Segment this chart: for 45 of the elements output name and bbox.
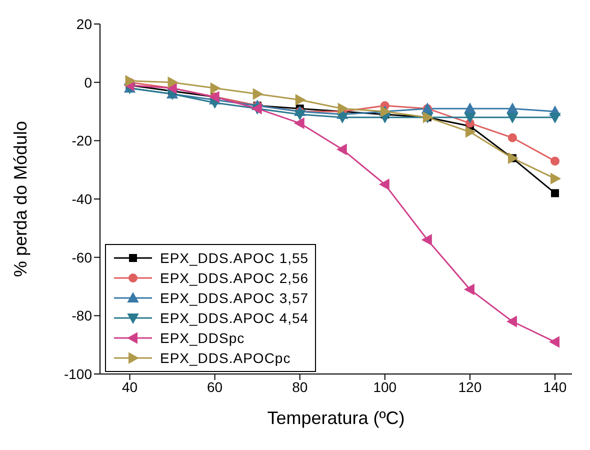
point: [295, 94, 306, 106]
point: [464, 103, 476, 114]
legend-label: EPX_DDS.APOCpc: [160, 350, 291, 366]
point: [422, 234, 432, 246]
x-tick-label: 60: [207, 378, 223, 395]
legend-label: EPX_DDS.APOC 2,56: [160, 270, 309, 286]
legend-label: EPX_DDSpc: [160, 330, 245, 346]
point: [464, 112, 476, 123]
point: [210, 82, 220, 94]
x-tick-label: 120: [458, 378, 482, 395]
point: [550, 189, 559, 198]
point: [506, 103, 518, 114]
y-tick-label: -60: [72, 249, 92, 266]
point: [294, 110, 306, 120]
point: [336, 144, 347, 155]
point: [506, 316, 517, 327]
x-tick-label: 40: [122, 378, 138, 395]
point: [506, 112, 518, 123]
point: [465, 126, 476, 138]
y-tick-label: -40: [72, 190, 92, 207]
point: [464, 284, 474, 295]
x-tick-label: 140: [543, 378, 567, 395]
point: [550, 156, 560, 166]
legend-label: EPX_DDS.APOC 4,54: [160, 310, 309, 326]
legend-label: EPX_DDS.APOC 1,55: [160, 250, 309, 266]
point: [294, 118, 304, 129]
legend-label: EPX_DDS.APOC 3,57: [160, 290, 309, 306]
point: [379, 178, 390, 190]
point: [549, 336, 560, 348]
point: [168, 76, 178, 88]
y-axis-title: % perda do Módulo: [10, 120, 30, 278]
x-axis-title: Temperatura (ºC): [267, 408, 405, 428]
point: [508, 133, 517, 142]
x-tick-label: 100: [373, 378, 397, 395]
x-tick-label: 80: [292, 378, 308, 395]
y-tick-label: 20: [76, 16, 92, 32]
point: [550, 173, 560, 184]
y-tick-label: -20: [72, 132, 92, 149]
point: [252, 88, 263, 100]
y-tick-label: 0: [84, 74, 92, 90]
y-tick-label: -80: [72, 308, 92, 324]
y-tick-label: -100: [64, 366, 92, 382]
point: [336, 112, 348, 123]
point: [125, 75, 136, 86]
point: [549, 112, 560, 123]
